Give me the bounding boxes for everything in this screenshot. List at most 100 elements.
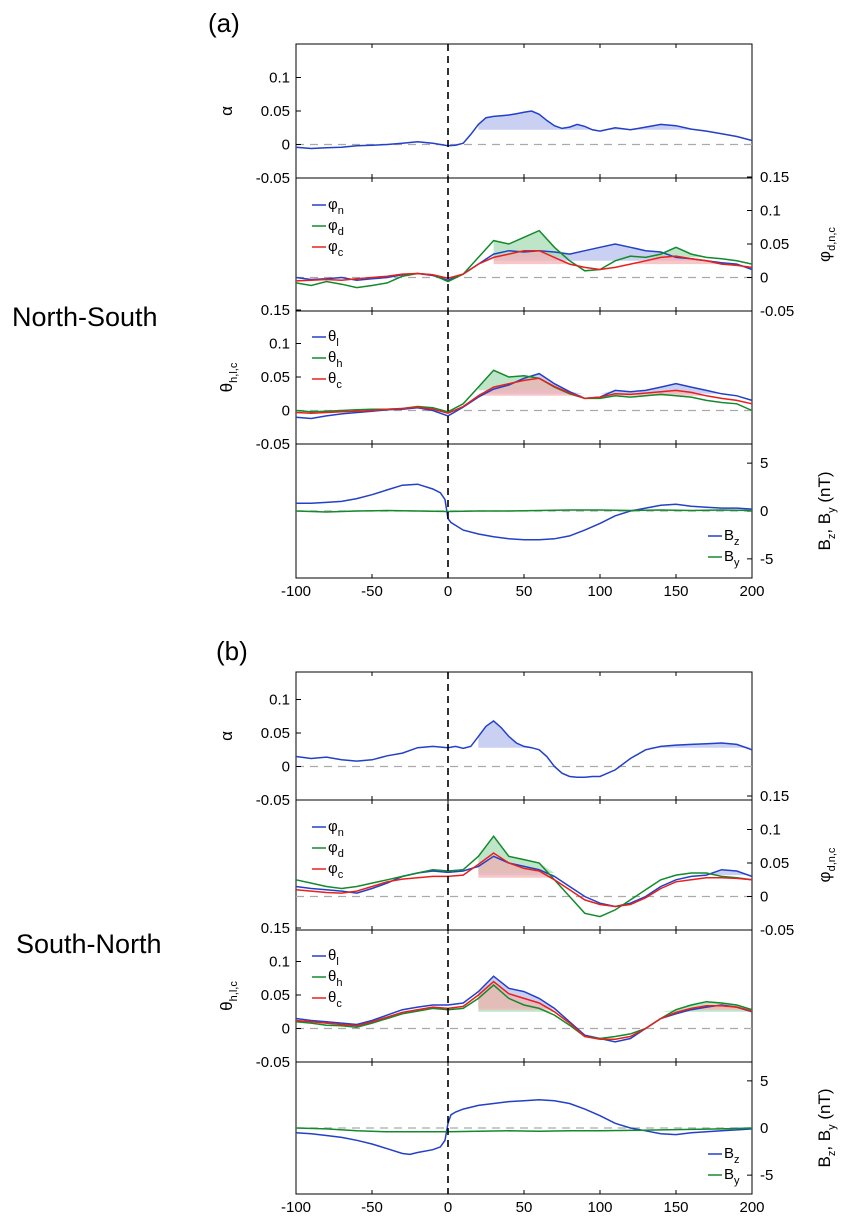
y-tick-label: -0.05 bbox=[256, 436, 290, 453]
y-tick-label: 0 bbox=[760, 1120, 768, 1137]
y-tick-label: 0 bbox=[282, 1021, 290, 1038]
y-axis-label: Bz, By (nT) bbox=[815, 1088, 838, 1167]
series-line-θh bbox=[295, 984, 753, 1040]
legend-label: Bz bbox=[724, 527, 740, 548]
panel-b-label: (b) bbox=[216, 636, 248, 666]
y-tick-label: 0.1 bbox=[760, 822, 781, 839]
panel-a-side-label: North-South bbox=[12, 302, 158, 332]
legend-label: θl bbox=[328, 947, 339, 968]
y-tick-label: 0.1 bbox=[269, 692, 290, 709]
series-line-By bbox=[295, 1127, 753, 1133]
legend-label: By bbox=[724, 1166, 740, 1187]
series-line-φd bbox=[295, 229, 753, 289]
series-line-θl bbox=[295, 975, 753, 1043]
y-tick-label: 0 bbox=[760, 503, 768, 520]
series-line-θc bbox=[295, 980, 753, 1040]
legend-label: θc bbox=[328, 370, 342, 391]
x-tick: 200 bbox=[739, 1199, 764, 1216]
series-line-Bz bbox=[296, 483, 753, 541]
y-tick-label: 0 bbox=[760, 270, 768, 287]
axes-frame bbox=[295, 671, 753, 801]
series-line-Bz bbox=[295, 1098, 753, 1156]
axes-frame bbox=[295, 43, 753, 179]
y-axis-label: θh,l,c bbox=[217, 362, 240, 392]
legend-label: φn bbox=[328, 196, 344, 217]
x-tick: 150 bbox=[663, 1199, 688, 1216]
y-tick-label: 0 bbox=[282, 137, 290, 154]
legend-label: By bbox=[724, 548, 740, 569]
y-tick-label: -0.05 bbox=[256, 792, 290, 809]
x-tick: 50 bbox=[516, 1199, 533, 1216]
legend-label: θh bbox=[328, 968, 342, 989]
y-tick-label: 0.1 bbox=[269, 954, 290, 971]
x-tick: -50 bbox=[361, 583, 383, 600]
y-tick-label: -0.05 bbox=[760, 922, 794, 939]
series-line-θc bbox=[295, 377, 753, 414]
y-tick-label: 0 bbox=[760, 889, 768, 906]
series-line-α bbox=[295, 719, 753, 778]
x-tick: 50 bbox=[516, 583, 533, 600]
series-line-φd bbox=[295, 834, 753, 918]
plot-a_alpha: 0.1 0.05 0 -0.05 α bbox=[217, 43, 753, 187]
y-axis-label: α bbox=[217, 731, 236, 741]
y-tick-label: 0.15 bbox=[261, 302, 290, 319]
legend-label: φn bbox=[328, 818, 344, 839]
y-tick-label: 0.1 bbox=[269, 70, 290, 87]
y-tick-label: 0.15 bbox=[760, 169, 789, 186]
y-tick-label: 0 bbox=[282, 403, 290, 420]
y-tick-label: -0.05 bbox=[760, 303, 794, 320]
y-axis-label: θh,l,c bbox=[217, 981, 240, 1011]
y-tick-label: -0.05 bbox=[256, 170, 290, 187]
x-tick: 0 bbox=[444, 1199, 452, 1216]
fill-α bbox=[478, 111, 752, 130]
series-line-φc bbox=[295, 249, 753, 282]
y-tick-label: 0.05 bbox=[261, 987, 290, 1004]
y-tick-label: -5 bbox=[760, 551, 773, 568]
y-tick-label: 0 bbox=[282, 759, 290, 776]
x-tick: 150 bbox=[663, 583, 688, 600]
series-line-α bbox=[295, 110, 753, 150]
y-axis-label: φd,n,c bbox=[815, 847, 838, 882]
y-tick-label: 0.05 bbox=[760, 855, 789, 872]
fill-φc bbox=[478, 853, 752, 878]
y-tick-label: 0.15 bbox=[760, 788, 789, 805]
y-tick-label: 0.05 bbox=[261, 725, 290, 742]
y-tick-label: 5 bbox=[760, 1073, 768, 1090]
plot-b_alpha: 0.1 0.05 0 -0.05 α bbox=[217, 671, 753, 809]
legend-label: φc bbox=[328, 238, 344, 259]
x-tick: 100 bbox=[587, 1199, 612, 1216]
y-axis-label: φd,n,c bbox=[815, 227, 838, 262]
y-tick-label: 0.05 bbox=[760, 236, 789, 253]
fill-α bbox=[478, 720, 752, 748]
x-tick: 200 bbox=[739, 583, 764, 600]
panel-a-label: (a) bbox=[208, 8, 240, 38]
panel-b-x-ticks: -100 -50 0 50 100 150 200 bbox=[281, 1199, 765, 1216]
series-line-By bbox=[295, 509, 753, 513]
x-tick: -50 bbox=[361, 1199, 383, 1216]
legend-label: Bz bbox=[724, 1145, 740, 1166]
legend-label: φd bbox=[328, 839, 344, 860]
panel-b-side-label: South-North bbox=[16, 929, 162, 959]
x-tick: 100 bbox=[587, 583, 612, 600]
legend-label: φc bbox=[328, 860, 344, 881]
legend-label: φd bbox=[328, 217, 344, 238]
series-line-φc bbox=[295, 852, 753, 908]
panel-a-x-ticks: -100 -50 0 50 100 150 200 bbox=[281, 583, 765, 600]
legend-label: θc bbox=[328, 989, 342, 1010]
legend-label: θl bbox=[328, 328, 339, 349]
y-tick-label: -0.05 bbox=[256, 1054, 290, 1071]
y-tick-label: 5 bbox=[760, 455, 768, 472]
y-tick-label: 0.05 bbox=[261, 369, 290, 386]
